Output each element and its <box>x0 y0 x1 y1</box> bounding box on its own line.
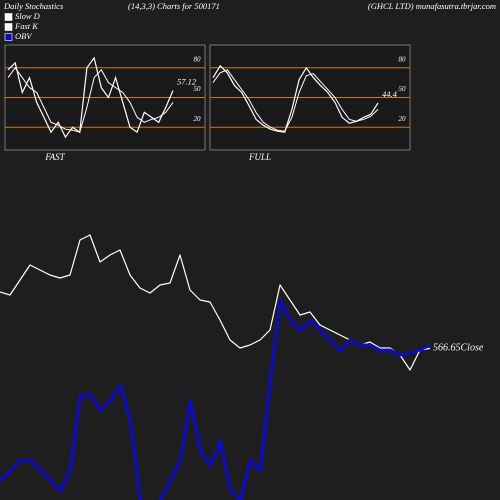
stoch-line <box>7 56 174 139</box>
close-value-label: 566.65 <box>433 343 461 354</box>
y-tick-label: 50 <box>194 85 202 93</box>
panel-label: FAST <box>44 152 65 162</box>
value-label: 57.12 <box>177 76 197 86</box>
y-tick-label: 50 <box>399 85 407 93</box>
legend-swatch <box>4 23 13 31</box>
legend-label: OBV <box>15 31 33 41</box>
stoch-line <box>212 69 379 132</box>
y-tick-label: 20 <box>194 115 202 123</box>
legend-swatch <box>4 33 13 41</box>
panel-label: FULL <box>248 152 271 162</box>
legend-label: Slow D <box>15 11 41 21</box>
stoch-line <box>7 66 174 133</box>
y-tick-label: 80 <box>194 55 202 63</box>
header-left: Daily Stochastics <box>3 1 64 11</box>
value-label: 44.4 <box>382 89 398 99</box>
y-tick-label: 20 <box>399 115 407 123</box>
close-name-label: Close <box>461 343 484 354</box>
header-right: (GHCL LTD) munafasutra.tbrjar.com <box>368 1 496 11</box>
y-tick-label: 80 <box>399 55 407 63</box>
stoch-line <box>212 64 379 133</box>
legend-swatch <box>4 13 13 21</box>
header-center: (14,3,3) Charts for 500171 <box>128 1 220 11</box>
obv-line <box>0 298 431 500</box>
legend-label: Fast K <box>14 21 39 31</box>
